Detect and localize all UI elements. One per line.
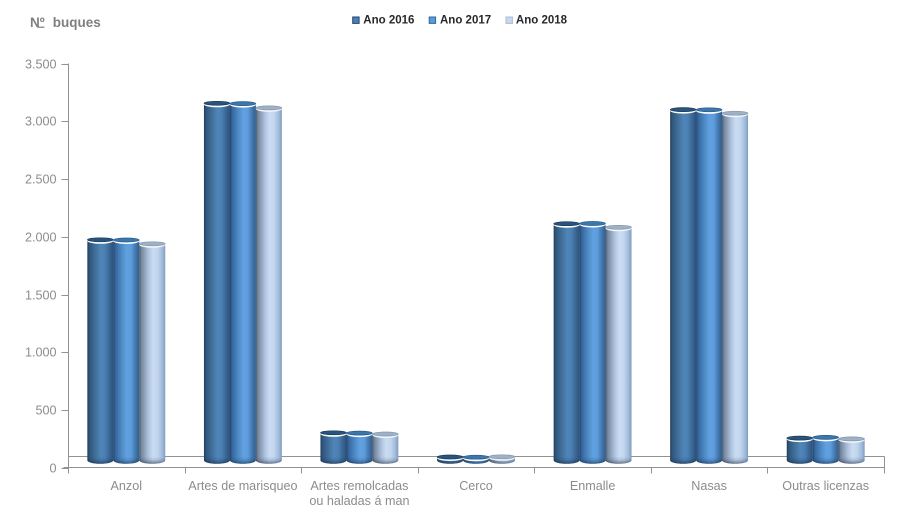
svg-text:1.500: 1.500 [25,289,57,303]
svg-text:ou haladas á man: ou haladas á man [309,494,409,508]
svg-text:Artes de marisqueo: Artes de marisqueo [188,479,297,493]
svg-text:Nasas: Nasas [691,479,727,493]
svg-text:2.000: 2.000 [25,231,57,245]
svg-text:Outras licenzas: Outras licenzas [782,479,869,493]
svg-text:2.500: 2.500 [25,173,57,187]
svg-text:3.000: 3.000 [25,115,57,129]
svg-text:Ano 2018: Ano 2018 [516,14,568,26]
svg-text:0: 0 [49,462,56,476]
svg-text:Cerco: Cerco [459,479,493,493]
svg-text:Nº: Nº [30,15,45,30]
svg-text:Artes remolcadas: Artes remolcadas [310,479,408,493]
svg-text:3.500: 3.500 [25,58,57,72]
svg-text:500: 500 [35,404,56,418]
svg-text:Ano 2016: Ano 2016 [363,14,414,26]
svg-text:Enmalle: Enmalle [570,479,616,493]
svg-text:Anzol: Anzol [111,479,143,493]
svg-text:Ano 2017: Ano 2017 [440,14,491,26]
svg-text:1.000: 1.000 [25,346,57,360]
svg-text:buques: buques [53,15,101,30]
